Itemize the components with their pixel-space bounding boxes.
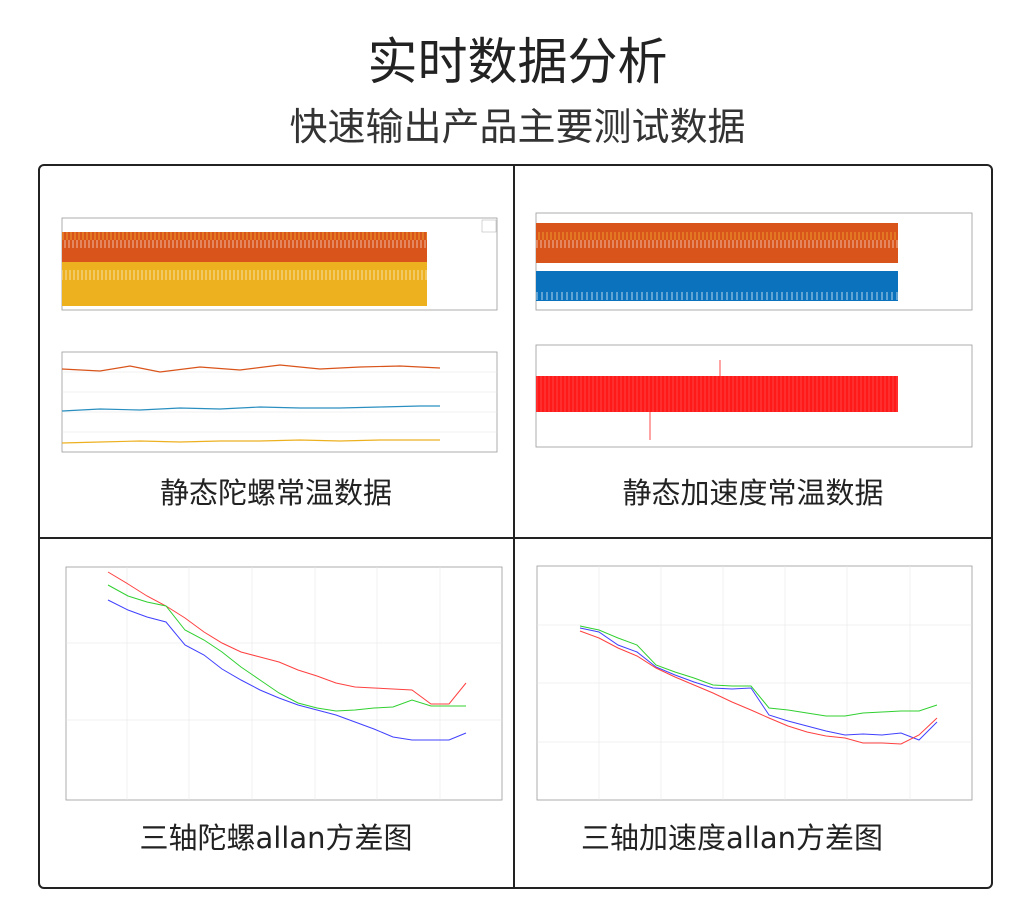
caption: 静态陀螺常温数据 <box>160 476 392 510</box>
accel-chart <box>535 212 973 448</box>
subtitle: 快速输出产品主要测试数据 <box>289 105 746 149</box>
caption: 静态加速度常温数据 <box>622 476 883 510</box>
caption: 三轴加速度allan方差图 <box>581 821 883 855</box>
accel-allan-chart <box>536 565 973 801</box>
frame-border <box>38 164 993 889</box>
title: 实时数据分析 <box>367 33 668 91</box>
gyro-allan-chart <box>65 566 503 801</box>
caption: 三轴陀螺allan方差图 <box>139 821 412 855</box>
gyro-chart <box>61 217 498 453</box>
